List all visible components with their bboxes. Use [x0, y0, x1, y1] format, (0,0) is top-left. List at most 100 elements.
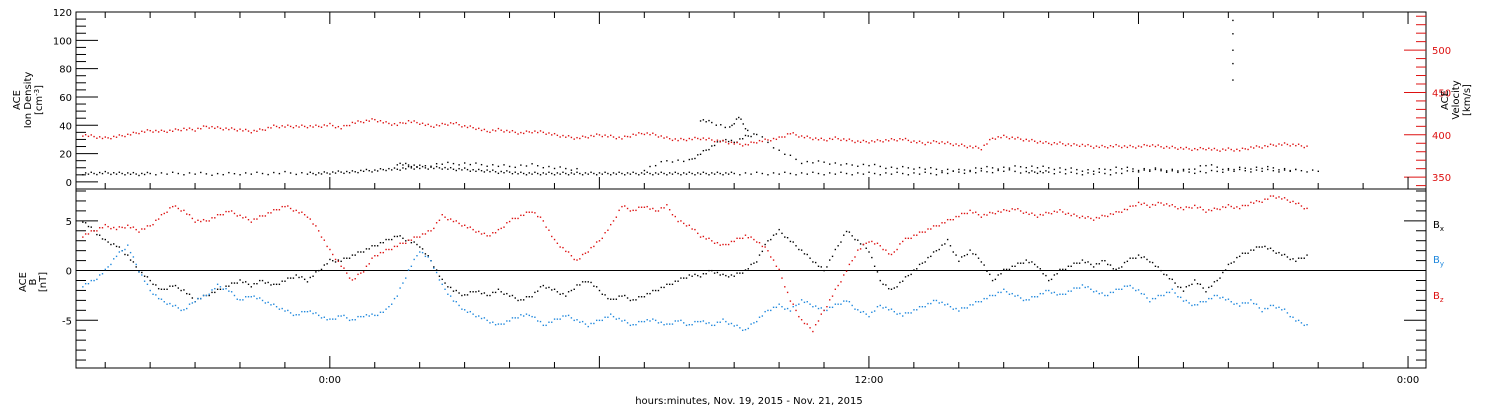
bz-point: [520, 214, 522, 217]
bx-point: [1003, 268, 1005, 271]
by-point: [1033, 296, 1036, 298]
velocity-point: [194, 130, 196, 132]
bx-point: [388, 238, 390, 241]
density-point: [958, 171, 960, 173]
density-point: [1210, 164, 1213, 166]
bx-point: [562, 292, 564, 295]
by-point: [197, 297, 199, 300]
bx-point: [688, 274, 691, 276]
density-point: [739, 174, 741, 176]
density-point: [1064, 173, 1067, 175]
density-point: [1064, 168, 1067, 171]
bx-point: [475, 291, 477, 293]
velocity-point: [402, 122, 404, 124]
velocity-point: [284, 126, 286, 128]
density-point: [90, 171, 92, 173]
bz-point: [697, 232, 699, 235]
bx-point: [87, 225, 90, 228]
by-point: [1267, 307, 1269, 310]
velocity-point: [1025, 138, 1027, 141]
bx-point: [969, 249, 971, 251]
density-point: [326, 172, 328, 174]
bx-point: [1255, 246, 1258, 248]
velocity-point: [1292, 143, 1294, 145]
bx-point: [963, 255, 966, 257]
by-point: [913, 309, 915, 311]
density-point: [84, 172, 87, 174]
density-point: [812, 162, 814, 164]
bx-point: [812, 261, 814, 263]
density-point: [800, 162, 803, 165]
velocity-point: [289, 125, 292, 128]
bz-point: [464, 224, 466, 226]
by-point: [565, 315, 567, 317]
velocity-point: [1194, 147, 1196, 150]
bz-point: [994, 213, 997, 215]
density-point: [991, 171, 994, 174]
bz-point: [1283, 197, 1286, 199]
bz-point: [292, 210, 295, 212]
bz-point: [1297, 202, 1300, 204]
by-point: [1292, 316, 1294, 318]
velocity-point: [205, 125, 208, 128]
bx-point: [865, 247, 867, 249]
velocity-point: [360, 121, 362, 123]
by-point: [1205, 301, 1207, 303]
density-point: [708, 148, 710, 151]
bx-point: [972, 253, 974, 255]
by-point: [149, 289, 151, 292]
velocity-point: [278, 126, 281, 129]
top-left-axis-title: ACE Ion Density [cm-3]: [12, 72, 45, 129]
by-point: [289, 312, 292, 314]
density-point: [1232, 79, 1234, 81]
density-point: [1081, 170, 1084, 172]
density-point: [1289, 170, 1291, 173]
bx-point: [320, 268, 323, 271]
velocity-point: [913, 140, 915, 142]
by-point: [548, 321, 550, 323]
by-point: [1084, 286, 1086, 289]
bx-point: [859, 243, 862, 245]
velocity-point: [845, 139, 848, 142]
bz-point: [829, 299, 831, 301]
bx-point: [663, 286, 665, 289]
bx-point: [253, 282, 255, 285]
velocity-point: [610, 134, 612, 137]
bx-point: [402, 237, 404, 240]
bz-point: [1087, 215, 1089, 218]
bz-point: [475, 231, 477, 233]
bx-point: [1022, 262, 1025, 264]
bz-point: [1303, 208, 1305, 210]
by-point: [1264, 307, 1266, 310]
density-point: [497, 172, 500, 175]
density-point: [756, 133, 758, 136]
density-point: [890, 173, 893, 175]
bx-point: [607, 297, 609, 300]
field-tick-label: 0: [66, 267, 72, 278]
density-point: [472, 169, 474, 171]
by-point: [792, 305, 794, 308]
velocity-point: [469, 125, 472, 127]
density-point: [896, 171, 898, 173]
bx-point: [416, 243, 418, 246]
velocity-point: [1098, 146, 1100, 149]
by-point: [1098, 292, 1100, 295]
density-point: [421, 165, 424, 168]
bx-point: [744, 269, 747, 271]
by-point: [317, 314, 320, 317]
bz-point: [472, 228, 474, 231]
bz-point: [626, 207, 629, 210]
bx-point: [1281, 254, 1283, 256]
density-point: [716, 171, 719, 173]
bz-point: [1146, 204, 1148, 206]
velocity-point: [1196, 149, 1199, 151]
by-point: [129, 251, 132, 254]
by-point: [1199, 301, 1202, 303]
bx-point: [343, 257, 345, 259]
by-point: [654, 319, 657, 322]
bx-point: [666, 283, 668, 286]
bx-point: [427, 255, 429, 257]
velocity-point: [1233, 150, 1235, 152]
bx-point: [610, 298, 612, 300]
by-point: [652, 318, 654, 320]
